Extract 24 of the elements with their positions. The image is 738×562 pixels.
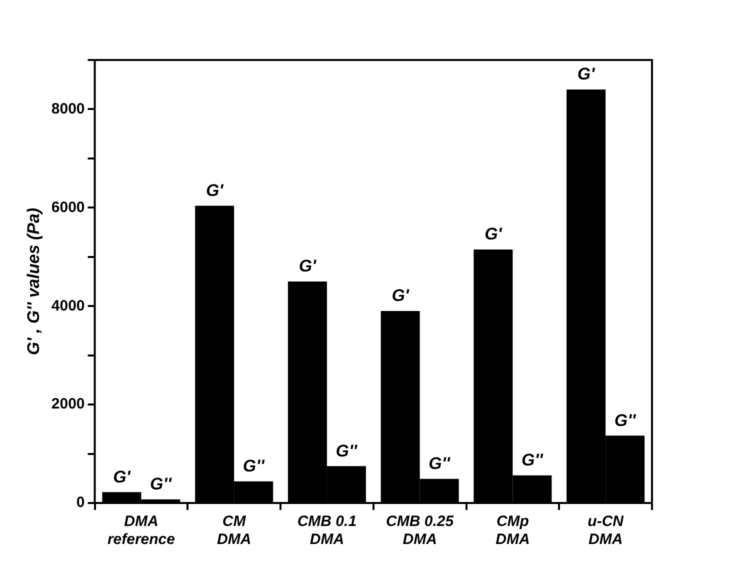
x-tick-label: CM DMA [216,513,252,548]
text: G'' [428,454,450,474]
y-tick-label: 6000 [51,198,85,216]
y-tick-label: 2000 [51,396,85,413]
series-label: G' [113,467,132,486]
text: G'' [336,441,358,460]
text: G' [484,224,502,244]
text: G' [577,64,595,84]
y-axis-title: G' , G'' values (Pa) [24,208,43,356]
series-label: G'' [150,474,172,494]
text: G' [298,256,316,276]
text: G'' [242,456,264,476]
x-tick-label: u-CN DMA [588,513,625,548]
text: G'' [614,410,636,430]
x-tick-label: CMB 0.1 DMA [297,513,357,548]
text: G' [392,286,409,306]
x-tick-label: DMA reference [107,513,175,548]
y-tick-label: 0 [76,494,85,512]
y-tick-label: 4000 [51,297,85,314]
y-tick-label: 8000 [51,100,85,118]
text: G' [206,180,224,200]
text: G'' [522,450,543,470]
x-tick-label: CMp DMA [496,513,530,548]
x-tick-label: CMB 0.25 DMA [386,513,454,548]
